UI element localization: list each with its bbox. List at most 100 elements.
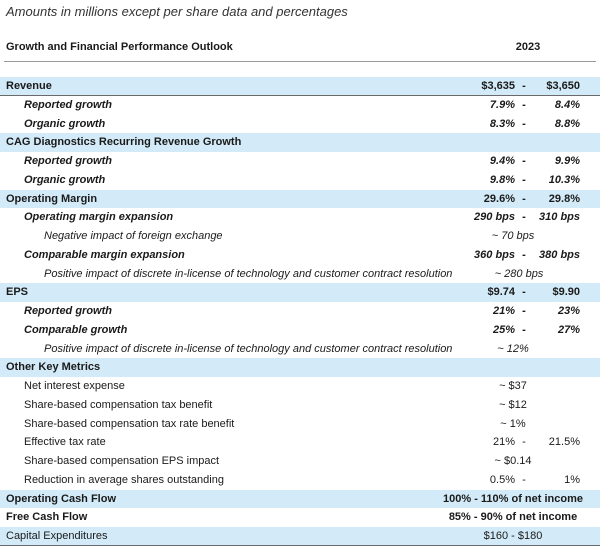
value-high: $9.90 — [552, 286, 580, 299]
value-approx: ~ $37 — [499, 380, 527, 392]
table-row: Share-based compensation tax benefit ~ $… — [0, 396, 600, 415]
value-approx: ~ 12% — [497, 342, 529, 355]
row-label: Comparable margin expansion — [24, 248, 185, 261]
row-label: CAG Diagnostics Recurring Revenue Growth — [6, 136, 242, 149]
value-high: $3,650 — [546, 80, 580, 92]
table-row: Positive impact of discrete in-license o… — [0, 340, 600, 359]
value-low: 8.3% — [489, 117, 515, 130]
row-label: Reported growth — [24, 305, 112, 317]
value-high: 21.5% — [548, 436, 580, 449]
value-approx: ~ 70 bps — [491, 230, 535, 242]
range-dash: - — [522, 473, 526, 486]
row-label: Other Key Metrics — [6, 361, 101, 374]
table-header: Growth and Financial Performance Outlook… — [0, 38, 600, 58]
table-row-other-key-metrics: Other Key Metrics — [0, 358, 600, 377]
value-approx: ~ 1% — [500, 417, 526, 430]
table-row-operating-cash-flow: Operating Cash Flow 100% - 110% of net i… — [0, 489, 600, 509]
table-row: Negative impact of foreign exchange ~ 70… — [0, 227, 600, 246]
table-row: Positive impact of discrete in-license o… — [0, 265, 600, 284]
range-dash: - — [522, 323, 526, 336]
table-row-eps: EPS $9.74 - $9.90 — [0, 283, 600, 302]
range-dash: - — [522, 436, 526, 449]
value-high: 9.9% — [554, 155, 580, 167]
value-low: 21% — [492, 436, 515, 449]
value-low: 0.5% — [489, 473, 515, 486]
range-dash: - — [522, 286, 526, 299]
table-row-capital-expenditures: Capital Expenditures $160 - $180 — [0, 527, 600, 546]
row-label: Comparable growth — [24, 323, 128, 336]
row-label: Revenue — [6, 80, 52, 92]
row-label: Reported growth — [24, 98, 112, 111]
range-dash: - — [522, 192, 526, 205]
table-row: Net interest expense ~ $37 — [0, 377, 600, 396]
row-label: Share-based compensation tax benefit — [24, 398, 213, 411]
value-low: 29.6% — [483, 192, 515, 205]
row-label: Free Cash Flow — [6, 511, 88, 524]
value-low: 290 bps — [474, 211, 515, 224]
table-row: Reported growth 7.9% - 8.4% — [0, 96, 600, 115]
year-column-header: 2023 — [515, 41, 541, 53]
value-approx: ~ $12 — [499, 398, 527, 411]
table-title: Growth and Financial Performance Outlook — [6, 41, 233, 53]
row-label: Effective tax rate — [24, 436, 106, 449]
row-label: Capital Expenditures — [6, 530, 108, 542]
row-label: Positive impact of discrete in-license o… — [44, 267, 453, 280]
row-label: Reported growth — [24, 155, 112, 167]
value-high: 10.3% — [548, 173, 580, 186]
table-row: Reported growth 21% - 23% — [0, 302, 600, 321]
value-low: 25% — [492, 323, 515, 336]
value-high: 8.4% — [554, 98, 580, 111]
table-row: Reduction in average shares outstanding … — [0, 471, 600, 490]
range-dash: - — [522, 305, 526, 317]
row-label: Negative impact of foreign exchange — [44, 230, 223, 242]
value-approx: ~ $0.14 — [494, 455, 532, 467]
range-dash: - — [522, 80, 526, 92]
value-low: $3,635 — [481, 80, 515, 92]
value-high: 27% — [557, 323, 580, 336]
range-dash: - — [522, 173, 526, 186]
row-label: Operating Cash Flow — [6, 492, 117, 505]
row-label: Operating Margin — [6, 192, 98, 205]
range-dash: - — [522, 117, 526, 130]
row-label: Organic growth — [24, 117, 106, 130]
value-high: 310 bps — [539, 211, 580, 224]
table-row: Organic growth 9.8% - 10.3% — [0, 171, 600, 190]
row-label: Operating margin expansion — [24, 211, 174, 224]
value-approx: ~ 280 bps — [494, 267, 544, 280]
table-row: Operating margin expansion 290 bps - 310… — [0, 208, 600, 227]
value-high: 23% — [557, 305, 580, 317]
value-low: 9.4% — [489, 155, 515, 167]
row-label: Positive impact of discrete in-license o… — [44, 342, 453, 355]
row-label: Organic growth — [24, 173, 106, 186]
value-low: 9.8% — [489, 173, 515, 186]
row-label: Share-based compensation tax rate benefi… — [24, 417, 235, 430]
range-dash: - — [522, 155, 526, 167]
outlook-table: Revenue $3,635 - $3,650 Reported growth … — [0, 77, 600, 546]
table-row: Reported growth 9.4% - 9.9% — [0, 152, 600, 171]
range-dash: - — [522, 248, 526, 261]
table-caption: Amounts in millions except per share dat… — [6, 4, 348, 19]
value-low: 360 bps — [474, 248, 515, 261]
value-high: 8.8% — [554, 117, 580, 130]
value-range: 100% - 110% of net income — [443, 492, 583, 505]
table-row: Effective tax rate 21% - 21.5% — [0, 433, 600, 452]
range-dash: - — [522, 211, 526, 224]
row-label: EPS — [6, 286, 29, 299]
table-row-revenue: Revenue $3,635 - $3,650 — [0, 77, 600, 96]
range-dash: - — [522, 98, 526, 111]
row-label: Share-based compensation EPS impact — [24, 455, 220, 467]
table-row: Comparable margin expansion 360 bps - 38… — [0, 246, 600, 265]
value-low: 7.9% — [489, 98, 515, 111]
table-row: Share-based compensation EPS impact ~ $0… — [0, 452, 600, 471]
header-divider — [4, 61, 596, 62]
value-low: 21% — [492, 305, 515, 317]
value-range: $160 - $180 — [483, 530, 543, 542]
table-row: Organic growth 8.3% - 8.8% — [0, 115, 600, 134]
table-row-operating-margin: Operating Margin 29.6% - 29.8% — [0, 189, 600, 209]
value-high: 29.8% — [548, 192, 580, 205]
table-row: Comparable growth 25% - 27% — [0, 321, 600, 340]
table-row-free-cash-flow: Free Cash Flow 85% - 90% of net income — [0, 508, 600, 527]
table-row-cag-recurring-revenue: CAG Diagnostics Recurring Revenue Growth — [0, 133, 600, 152]
value-high: 380 bps — [539, 248, 580, 261]
table-row: Share-based compensation tax rate benefi… — [0, 415, 600, 434]
